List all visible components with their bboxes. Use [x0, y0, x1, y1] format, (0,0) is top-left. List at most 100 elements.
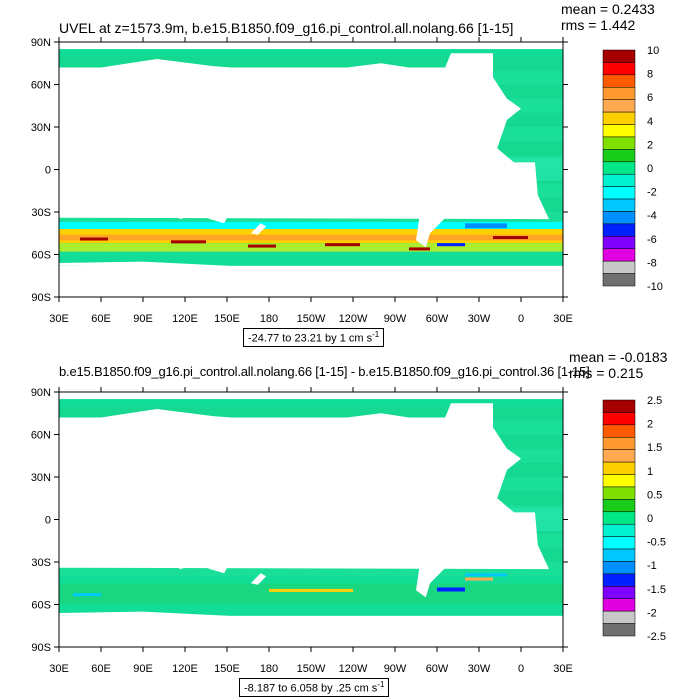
colorbar-label: -8: [647, 257, 657, 269]
lon-tick-label: 90E: [133, 313, 153, 325]
panel-title: b.e15.B1850.f09_g16.pi_control.all.nolan…: [59, 364, 590, 379]
lon-tick-label: 120W: [339, 663, 368, 675]
colorbar-segment: [602, 99, 636, 113]
panel-title: UVEL at z=1573.9m, b.e15.B1850.f09_g16.p…: [59, 20, 514, 36]
colorbar-segment: [602, 536, 636, 550]
lower-map-panel: b.e15.B1850.f09_g16.pi_control.all.nolan…: [0, 350, 700, 700]
lat-tick-label: 60N: [31, 430, 51, 442]
ocean-velocity-map: 90N 60N 30N 0 30S 60S 90S 30E 60E 90E 120E 150E 180 1…: [31, 37, 663, 325]
lat-tick-label: 30S: [31, 557, 51, 569]
colorbar-segment: [602, 223, 636, 237]
colorbar-label: -4: [647, 210, 657, 222]
colorbar-segment: [602, 87, 636, 100]
lon-tick-label: 120E: [172, 313, 198, 325]
lat-tick-label: 90S: [31, 642, 51, 654]
colorbar-label: -2: [647, 187, 657, 199]
lon-tick-label: 0: [518, 313, 524, 325]
colorbar-label: 0.5: [647, 489, 662, 501]
mean-stat: mean = 0.2433: [561, 1, 655, 17]
colorbar-segment: [602, 161, 636, 175]
lat-tick-label: 30N: [31, 472, 51, 484]
colorbar-segment: [602, 273, 636, 287]
lat-tick-label: 90N: [31, 387, 51, 399]
colorbar-label: 4: [647, 116, 653, 128]
lat-tick-label: 60S: [31, 600, 51, 612]
colorbar-label: 2: [647, 419, 653, 431]
colorbar-segment: [602, 412, 636, 426]
colorbar-label: -2.5: [647, 631, 666, 643]
contour-range-box: -8.187 to 6.058 by .25 cm s-1: [239, 678, 390, 697]
lon-tick-label: 30E: [49, 663, 69, 675]
colorbar-segment: [602, 236, 636, 249]
colorbar-segment: [602, 49, 636, 63]
lat-tick-label: 90N: [31, 37, 51, 49]
colorbar-segment: [602, 424, 636, 438]
rms-stat: rms = 0.215: [569, 365, 644, 381]
lon-tick-label: 120W: [339, 313, 368, 325]
colorbar-segment: [602, 573, 636, 587]
lon-tick-label: 0: [518, 663, 524, 675]
colorbar-segment: [602, 598, 636, 612]
colorbar-segment: [602, 561, 636, 575]
colorbar-label: -10: [647, 281, 663, 293]
lat-tick-label: 0: [45, 165, 51, 177]
lat-tick-label: 0: [45, 515, 51, 527]
colorbar-segment: [602, 173, 636, 187]
colorbar-segment: [602, 437, 636, 450]
lon-tick-label: 30E: [553, 663, 573, 675]
colorbar-segment: [602, 449, 636, 463]
lon-tick-label: 90E: [133, 663, 153, 675]
lon-tick-label: 30W: [468, 663, 491, 675]
lon-tick-label: 150E: [214, 313, 240, 325]
colorbar-segment: [602, 149, 636, 163]
lon-tick-label: 30E: [553, 313, 573, 325]
colorbar-label: 1: [647, 466, 653, 478]
colorbar-segment: [602, 486, 636, 500]
lat-tick-label: 60S: [31, 250, 51, 262]
colorbar-segment: [602, 124, 636, 138]
colorbar-segment: [602, 111, 636, 125]
lon-tick-label: 180: [260, 313, 278, 325]
colorbar-segment: [602, 461, 636, 475]
colorbar-segment: [602, 248, 636, 262]
lat-tick-label: 30N: [31, 122, 51, 134]
colorbar-label: 2: [647, 139, 653, 151]
lon-tick-label: 30E: [49, 313, 69, 325]
colorbar-label: -6: [647, 234, 657, 246]
colorbar-label: -0.5: [647, 537, 666, 549]
lon-tick-label: 90W: [384, 663, 407, 675]
lon-tick-label: 60W: [426, 663, 449, 675]
colorbar-segment: [602, 399, 636, 413]
colorbar-segment: [602, 548, 636, 562]
colorbar-label: 8: [647, 69, 653, 81]
range-unit-exponent: -1: [377, 680, 385, 689]
lon-tick-label: 60W: [426, 313, 449, 325]
lat-tick-label: 90S: [31, 292, 51, 304]
colorbar-segment: [602, 186, 636, 200]
colorbar-segment: [602, 74, 636, 88]
colorbar-label: 0: [647, 513, 653, 525]
lon-tick-label: 60E: [91, 663, 111, 675]
colorbar-segment: [602, 260, 636, 274]
upper-map-panel: UVEL at z=1573.9m, b.e15.B1850.f09_g16.p…: [31, 1, 663, 347]
range-text: -24.77 to 23.21 by 1 cm s: [248, 332, 373, 345]
colorbar-segment: [602, 474, 636, 488]
colorbar-segment: [602, 610, 636, 624]
lon-tick-label: 120E: [172, 663, 198, 675]
lon-tick-label: 150W: [297, 313, 326, 325]
colorbar-segment: [602, 198, 636, 212]
colorbar-label: 10: [647, 45, 659, 57]
lon-tick-label: 60E: [91, 313, 111, 325]
colorbar-label: 0: [647, 163, 653, 175]
colorbar-segment: [602, 623, 636, 637]
colorbar-label: 1.5: [647, 442, 662, 454]
colorbar-label: 2.5: [647, 395, 662, 407]
range-unit-exponent: -1: [372, 330, 380, 339]
rms-stat: rms = 1.442: [561, 17, 636, 33]
colorbar-label: -1: [647, 560, 657, 572]
lon-tick-label: 150E: [214, 663, 240, 675]
colorbar-segment: [602, 211, 636, 225]
colorbar-segment: [602, 62, 636, 76]
lon-tick-label: 180: [260, 663, 278, 675]
colorbar-segment: [602, 586, 636, 599]
